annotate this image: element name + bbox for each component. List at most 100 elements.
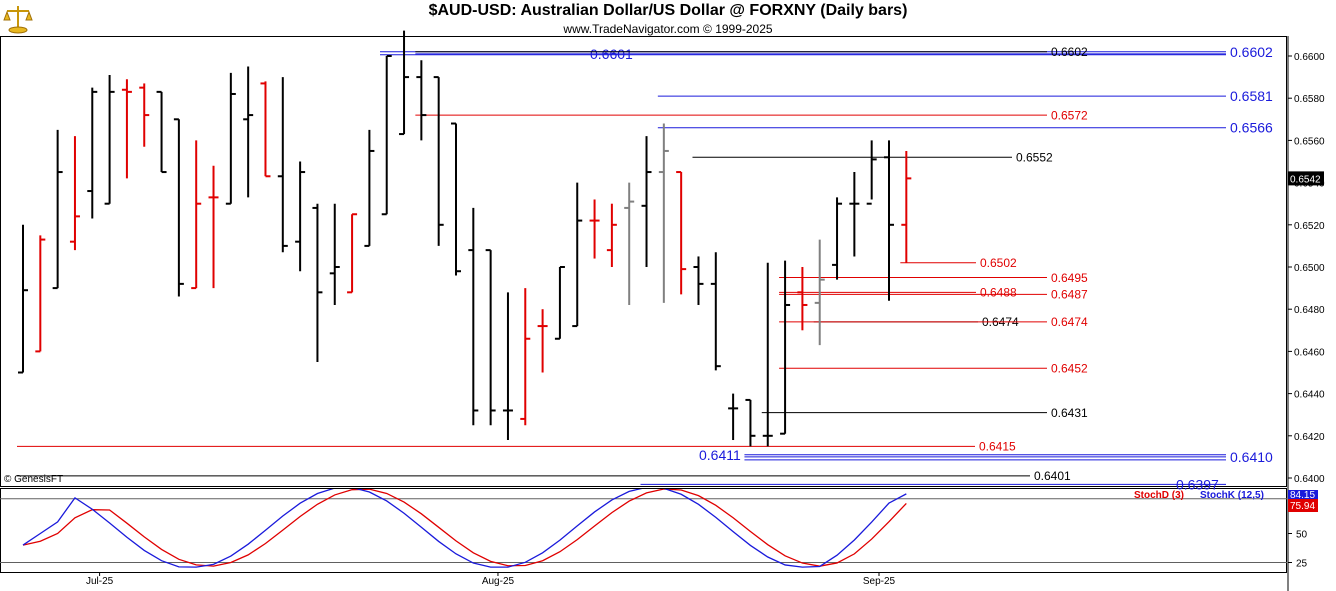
level-label: 0.6401 bbox=[1034, 469, 1071, 483]
stoch-k-legend: StochK (12,5) bbox=[1200, 490, 1264, 501]
ohlc-bar bbox=[433, 76, 444, 246]
ohlc-bar bbox=[710, 252, 721, 371]
x-tick-label: Aug-25 bbox=[482, 576, 515, 587]
ohlc-bar bbox=[676, 171, 687, 295]
level-label: 0.6452 bbox=[1051, 362, 1088, 376]
last-price-tag bbox=[1288, 171, 1324, 186]
ohlc-bar bbox=[312, 203, 323, 362]
level-label: 0.6602 bbox=[1230, 44, 1273, 60]
y-tick-label: 0.6460 bbox=[1294, 347, 1325, 358]
ohlc-bar bbox=[347, 213, 358, 294]
ohlc-bar bbox=[624, 182, 635, 305]
level-label: 0.6601 bbox=[590, 46, 633, 62]
level-label: 0.6487 bbox=[1051, 288, 1088, 302]
level-label: 0.6410 bbox=[1230, 449, 1273, 465]
ohlc-bar bbox=[208, 165, 219, 289]
x-tick-label: Sep-25 bbox=[863, 576, 896, 587]
ohlc-bar bbox=[52, 129, 63, 290]
ohlc-bar bbox=[884, 140, 894, 301]
stoch-k-line bbox=[22, 489, 907, 568]
ohlc-bar bbox=[451, 122, 461, 276]
stoch-tick-label: 25 bbox=[1296, 559, 1308, 570]
ohlc-bar bbox=[35, 235, 46, 353]
y-tick-label: 0.6600 bbox=[1294, 52, 1325, 63]
ohlc-bar bbox=[260, 81, 271, 178]
ohlc-bar bbox=[797, 267, 808, 331]
stoch-d-line bbox=[22, 489, 907, 567]
ohlc-bar bbox=[173, 118, 184, 297]
y-tick-label: 0.6480 bbox=[1294, 305, 1325, 316]
ohlc-bar bbox=[243, 66, 254, 198]
level-label: 0.6552 bbox=[1016, 151, 1053, 165]
last-price-label: 0.6542 bbox=[1290, 174, 1321, 185]
ohlc-bar bbox=[762, 262, 773, 447]
chart-title: $AUD-USD: Australian Dollar/US Dollar @ … bbox=[428, 2, 908, 19]
x-tick-label: Jul-25 bbox=[86, 576, 114, 587]
level-label: 0.6397 bbox=[1176, 476, 1219, 492]
ohlc-bar bbox=[191, 140, 202, 290]
ohlc-bar bbox=[572, 182, 583, 328]
ohlc-bar bbox=[87, 87, 98, 219]
level-label: 0.6488 bbox=[980, 286, 1017, 300]
ohlc-bar bbox=[121, 79, 132, 179]
ohlc-bar bbox=[468, 207, 479, 426]
ohlc-bar bbox=[832, 197, 843, 280]
ohlc-bar bbox=[520, 288, 531, 426]
ohlc-bar bbox=[399, 30, 410, 136]
level-label: 0.6431 bbox=[1051, 406, 1088, 420]
ohlc-bar bbox=[156, 90, 167, 174]
ohlc-bar bbox=[364, 129, 375, 247]
level-label: 0.6566 bbox=[1230, 120, 1273, 136]
level-label: 0.6581 bbox=[1230, 88, 1273, 104]
y-tick-label: 0.6580 bbox=[1294, 94, 1325, 105]
ohlc-bar bbox=[901, 150, 912, 263]
trade-navigator-logo bbox=[2, 2, 34, 34]
ohlc-bar bbox=[139, 83, 150, 147]
level-label: 0.6602 bbox=[1051, 45, 1088, 59]
ohlc-bar bbox=[104, 74, 115, 205]
y-tick-label: 0.6560 bbox=[1294, 136, 1325, 147]
level-label: 0.6495 bbox=[1051, 271, 1088, 285]
y-tick-label: 0.6440 bbox=[1294, 390, 1325, 401]
level-label: 0.6411 bbox=[699, 447, 741, 463]
ohlc-bar bbox=[745, 398, 756, 447]
stochastic-panel-frame bbox=[0, 488, 1287, 573]
stoch-tick-label: 50 bbox=[1296, 530, 1308, 541]
ohlc-bar bbox=[277, 77, 288, 253]
stoch-k-tag bbox=[1288, 490, 1318, 499]
ohlc-bar bbox=[295, 161, 306, 272]
ohlc-bar bbox=[849, 172, 860, 257]
ohlc-bar bbox=[728, 393, 739, 441]
ohlc-bar bbox=[381, 55, 392, 216]
ohlc-bar bbox=[658, 123, 669, 303]
level-label: 0.6502 bbox=[980, 256, 1017, 270]
ohlc-bar bbox=[18, 224, 28, 374]
y-tick-label: 0.6520 bbox=[1294, 221, 1325, 232]
level-label: 0.6415 bbox=[979, 440, 1016, 454]
stoch-d-value: 75.94 bbox=[1290, 501, 1315, 512]
ohlc-bar bbox=[502, 292, 513, 441]
y-tick-label: 0.6400 bbox=[1294, 474, 1325, 485]
stoch-d-legend: StochD (3) bbox=[1134, 490, 1184, 501]
y-tick-label: 0.6420 bbox=[1294, 432, 1325, 443]
ohlc-bar bbox=[537, 309, 548, 373]
ohlc-bar bbox=[485, 249, 496, 426]
stoch-k-value: 84.15 bbox=[1290, 490, 1315, 501]
copyright-label: © GenesisFT bbox=[4, 474, 64, 485]
ohlc-bar bbox=[554, 266, 565, 340]
scales-icon bbox=[2, 2, 34, 34]
level-label: 0.6474 bbox=[1051, 315, 1088, 329]
chart-subtitle: www.TradeNavigator.com © 1999-2025 bbox=[563, 22, 773, 36]
price-panel-frame bbox=[0, 36, 1287, 487]
ohlc-bar bbox=[69, 136, 80, 251]
ohlc-bar bbox=[780, 260, 791, 435]
level-label: 0.6572 bbox=[1051, 108, 1088, 122]
ohlc-bar bbox=[866, 140, 877, 205]
ohlc-bar bbox=[589, 199, 600, 259]
ohlc-bar bbox=[329, 203, 340, 305]
y-tick-label: 0.6500 bbox=[1294, 263, 1325, 274]
ohlc-bar bbox=[641, 136, 652, 267]
ohlc-bar bbox=[693, 256, 704, 305]
stoch-d-tag bbox=[1288, 499, 1318, 512]
